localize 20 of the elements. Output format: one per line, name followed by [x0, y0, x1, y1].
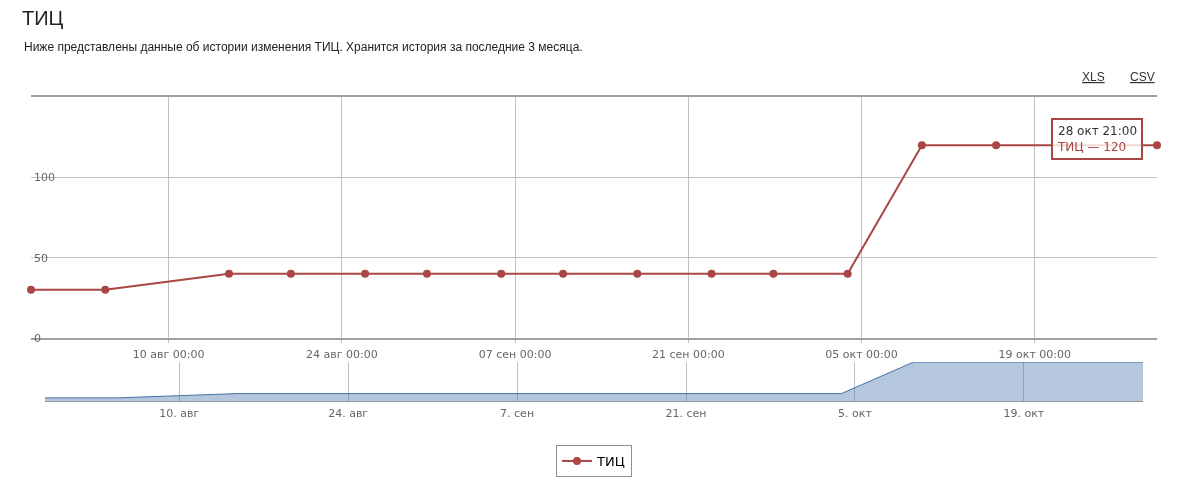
- chart-subtitle: Ниже представлены данные об истории изменения ТИЦ. Хранится история за последние 3 месяца.: [24, 40, 583, 54]
- x-tick-label: 05 окт 00:00: [825, 348, 898, 362]
- x-tick-label: 21 сен 00:00: [652, 348, 725, 362]
- legend-label: ТИЦ: [596, 454, 625, 470]
- x-tick-label: 10. авг: [159, 407, 200, 421]
- x-tick-label: 24 авг 00:00: [306, 348, 378, 362]
- x-tick-label: 7. сен: [500, 407, 535, 421]
- text: CSV: [1130, 70, 1155, 84]
- x-tick-label: 24. авг: [328, 407, 369, 421]
- x-tick-label: 19 окт 00:00: [998, 348, 1072, 362]
- x-tick-label: 10 авг 00:00: [132, 348, 205, 362]
- x-tick-label: 19. окт: [1003, 407, 1045, 421]
- y-tick-label: 50: [34, 251, 48, 265]
- x-tick-label: 07 сен 00:00: [478, 348, 552, 362]
- x-tick-label: 5. окт: [838, 407, 873, 421]
- annotation: 28 окт 21:00 ТИЦ — 120: [1057, 124, 1138, 154]
- y-tick-label: 100: [34, 171, 55, 185]
- chart-title: ТИЦ: [22, 7, 64, 29]
- text: XLS: [1082, 70, 1105, 84]
- x-tick-label: 21. сен: [665, 407, 707, 421]
